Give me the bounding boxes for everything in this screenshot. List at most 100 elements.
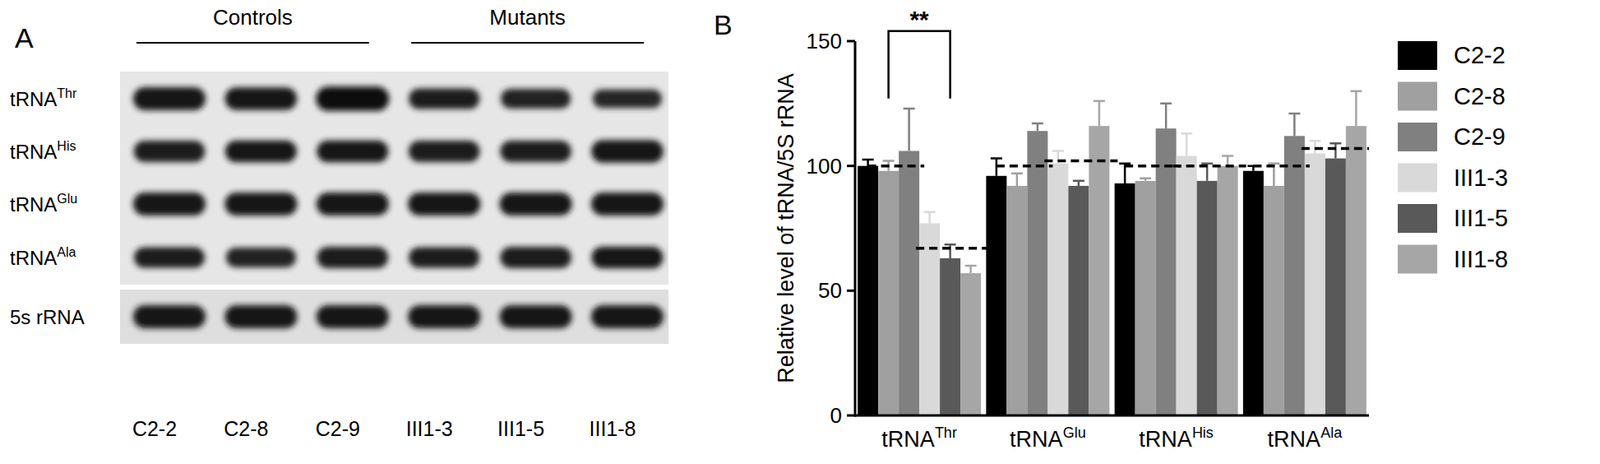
panel-label: B [713, 9, 733, 41]
group-line [136, 41, 370, 44]
band [499, 192, 573, 216]
x-tick-label-base: tRNA [1267, 426, 1322, 452]
band [226, 247, 296, 268]
lane-label: III1-3 [406, 416, 454, 440]
legend-swatch [1397, 163, 1438, 193]
lane-label: C2-9 [315, 416, 361, 440]
legend-swatch [1397, 82, 1438, 111]
row-label: 5s rRNA [9, 305, 85, 329]
band [225, 87, 298, 110]
y-tick-label: 50 [818, 277, 842, 303]
row-label-sup: Glu [56, 191, 78, 206]
x-tick-label: tRNAGlu [1009, 424, 1087, 452]
band [499, 140, 572, 162]
x-axis [855, 414, 1369, 417]
band [408, 246, 480, 268]
error-bar [1031, 123, 1044, 131]
x-tick-label-base: tRNA [881, 426, 935, 452]
bar [1156, 128, 1177, 416]
significance-bracket [888, 31, 951, 99]
mutant-mean-line [1173, 164, 1247, 168]
error-bar [1072, 180, 1085, 186]
legend-swatch [1397, 203, 1438, 233]
y-tick-label: 0 [830, 402, 842, 428]
group-line [411, 41, 644, 44]
y-axis [854, 41, 857, 417]
y-tick-label: 150 [806, 28, 842, 54]
band [316, 140, 389, 163]
bar [1217, 166, 1239, 416]
bar [960, 272, 981, 416]
bar [857, 166, 879, 416]
band [591, 305, 664, 329]
error-bar [1350, 91, 1362, 126]
bar [878, 171, 899, 416]
group-label: Controls [212, 4, 293, 30]
row-label-text: tRNA [9, 140, 57, 163]
band [500, 88, 571, 109]
bar [1176, 156, 1198, 416]
band [499, 246, 572, 269]
y-axis-label: Relative level of tRNA/5S rRNA [773, 73, 799, 384]
error-bar [944, 244, 957, 259]
error-bar [1160, 103, 1172, 129]
legend-label: C2-9 [1453, 123, 1506, 150]
lane-label: C2-2 [132, 416, 177, 440]
lane-label: III1-8 [589, 416, 637, 440]
band [591, 139, 664, 162]
bar [1135, 180, 1157, 416]
bar [939, 258, 961, 416]
x-tick-label-sup: Thr [934, 424, 958, 441]
x-tick-label: tRNAHis [1138, 424, 1214, 452]
bar [1304, 153, 1326, 417]
bar [985, 175, 1007, 416]
bar [1345, 125, 1367, 416]
band [133, 87, 206, 111]
bar [1325, 158, 1346, 416]
error-bar [1329, 143, 1342, 158]
control-mean-line [1253, 164, 1310, 168]
mutant-mean-line [915, 246, 990, 250]
bar [1068, 185, 1089, 416]
mutant-mean-line [1044, 159, 1118, 163]
band [407, 192, 481, 216]
figure: AControlsMutantstRNAThrtRNAHistRNAGlutRN… [0, 0, 1600, 464]
x-tick-label-sup: His [1192, 424, 1214, 441]
control-mean-line [868, 164, 925, 168]
band [408, 140, 481, 162]
band [591, 192, 664, 216]
control-mean-line [996, 164, 1054, 168]
band [592, 89, 662, 108]
legend-label: III1-3 [1453, 164, 1508, 191]
error-bar [924, 212, 936, 224]
band [134, 140, 206, 162]
bar [898, 150, 920, 416]
band [316, 192, 389, 216]
x-tick-label: tRNAThr [881, 424, 958, 452]
x-tick-label-base: tRNA [1009, 426, 1064, 452]
bar [1026, 130, 1048, 416]
band [315, 86, 389, 111]
bar [1114, 183, 1136, 416]
band [224, 192, 297, 216]
row-label: tRNAThr [9, 86, 78, 111]
error-bar [1288, 113, 1300, 136]
bar [919, 222, 940, 416]
lane-label: C2-8 [223, 416, 269, 440]
row-label: tRNAHis [9, 138, 76, 163]
band [224, 305, 297, 329]
bar [1047, 163, 1069, 416]
blot-strip [120, 289, 669, 344]
mutant-mean-line [1301, 147, 1369, 151]
x-tick-label-sup: Glu [1063, 424, 1087, 441]
error-bar [1139, 178, 1152, 181]
band [134, 246, 205, 268]
blot-strip [120, 176, 669, 232]
bar [1197, 180, 1218, 416]
x-tick-label-sup: Ala [1320, 424, 1343, 441]
error-bar [1093, 101, 1106, 126]
band [133, 305, 206, 329]
plot-area [857, 91, 1369, 416]
band [316, 305, 389, 329]
legend-swatch [1397, 41, 1438, 70]
